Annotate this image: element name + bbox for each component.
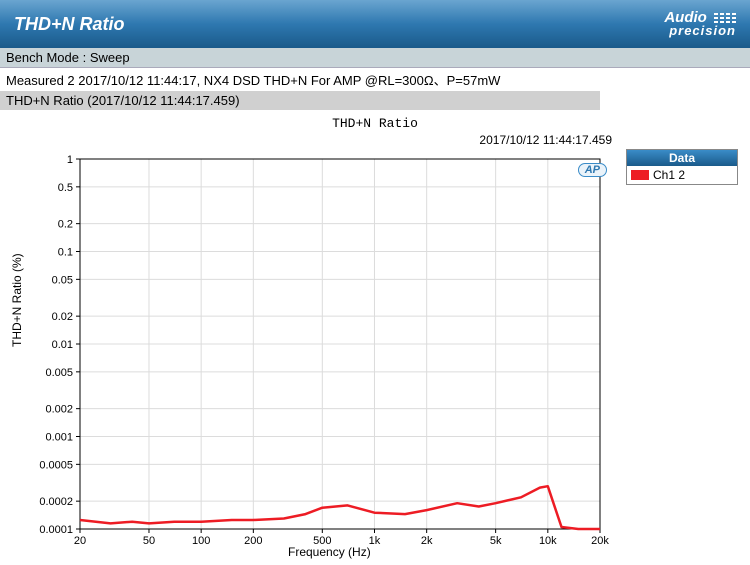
svg-text:0.05: 0.05	[52, 274, 73, 286]
svg-text:0.002: 0.002	[45, 404, 73, 416]
svg-text:2k: 2k	[421, 535, 433, 547]
svg-text:0.005: 0.005	[45, 367, 73, 379]
svg-text:5k: 5k	[490, 535, 502, 547]
svg-text:50: 50	[143, 535, 155, 547]
x-axis-label: Frequency (Hz)	[288, 545, 371, 559]
logo-bottom: precision	[664, 25, 736, 37]
chart-container: THD+N Ratio 2017/10/12 11:44:17.459 20 50…	[0, 110, 750, 565]
legend-box: Data Ch1 2	[626, 149, 738, 185]
svg-text:10k: 10k	[539, 535, 557, 547]
legend-title: Data	[627, 150, 737, 166]
chart-area: 20501002005001k2k5k10k20k10.50.20.10.050…	[8, 147, 742, 557]
chart-timestamp: 2017/10/12 11:44:17.459	[8, 133, 742, 147]
brand-logo: Audio precision	[664, 11, 736, 36]
svg-text:0.0001: 0.0001	[39, 524, 73, 536]
y-axis-label: THD+N Ratio (%)	[10, 253, 24, 347]
svg-text:20k: 20k	[591, 535, 609, 547]
ratio-bar: THD+N Ratio (2017/10/12 11:44:17.459)	[0, 91, 600, 110]
measured-bar: Measured 2 2017/10/12 11:44:17, NX4 DSD …	[0, 68, 750, 91]
svg-text:20: 20	[74, 535, 86, 547]
legend-item: Ch1 2	[627, 166, 737, 184]
bench-mode-bar: Bench Mode : Sweep	[0, 48, 750, 68]
svg-text:0.1: 0.1	[58, 247, 73, 259]
ap-badge-icon: AP	[578, 163, 607, 177]
svg-text:100: 100	[192, 535, 210, 547]
chart-svg: 20501002005001k2k5k10k20k10.50.20.10.050…	[8, 147, 742, 557]
svg-text:0.0005: 0.0005	[39, 459, 73, 471]
svg-text:0.2: 0.2	[58, 219, 73, 231]
page-title: THD+N Ratio	[14, 14, 125, 35]
header-bar: THD+N Ratio Audio precision	[0, 0, 750, 48]
svg-text:0.01: 0.01	[52, 339, 73, 351]
legend-swatch	[631, 170, 649, 180]
legend-series-label: Ch1 2	[653, 168, 685, 182]
logo-dots-icon	[714, 13, 736, 23]
svg-text:200: 200	[244, 535, 262, 547]
svg-text:0.0002: 0.0002	[39, 496, 73, 508]
chart-title: THD+N Ratio	[8, 116, 742, 131]
svg-text:1: 1	[67, 154, 73, 166]
svg-text:0.5: 0.5	[58, 182, 73, 194]
svg-text:0.001: 0.001	[45, 432, 73, 444]
svg-text:0.02: 0.02	[52, 311, 73, 323]
